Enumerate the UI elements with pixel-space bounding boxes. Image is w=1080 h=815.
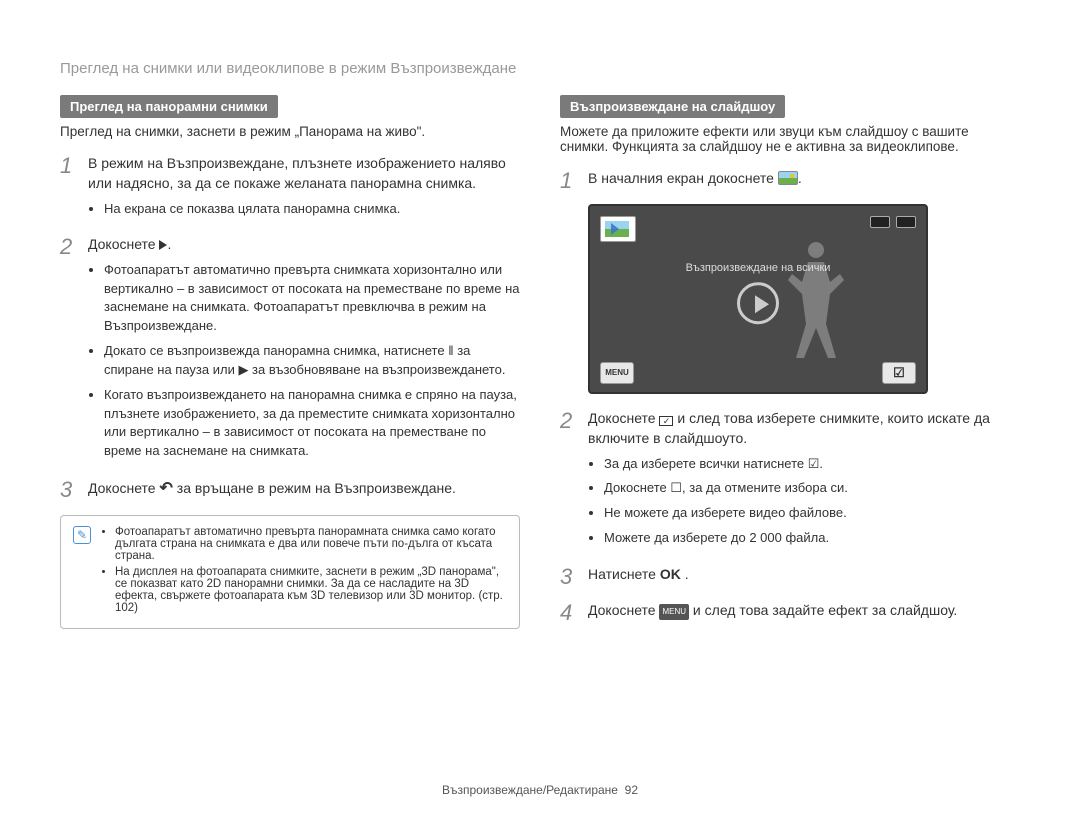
step-text-post: за връщане в режим на Възпроизвеждане.: [173, 480, 456, 496]
right-section-title: Възпроизвеждане на слайдшоу: [560, 95, 785, 118]
camera-screen: Възпроизвеждане на всички MENU ☑: [588, 204, 928, 394]
page-number: 92: [625, 783, 638, 797]
step-number: 3: [560, 564, 578, 590]
step-text-pre: В началния екран докоснете: [588, 170, 778, 186]
battery-icon: [896, 216, 916, 228]
step-body: Докоснете ↶ за връщане в режим на Възпро…: [88, 477, 520, 503]
right-column: Възпроизвеждане на слайдшоу Можете да пр…: [560, 95, 1020, 636]
note-box: ✎ Фотоапаратът автоматично превърта пано…: [60, 515, 520, 629]
manual-page: Преглед на снимки или видеоклипове в реж…: [0, 0, 1080, 656]
bullet: За да изберете всички натиснете ☑.: [604, 455, 1020, 474]
step-text-pre: Натиснете: [588, 566, 660, 582]
step-text-pre: Докоснете: [588, 410, 659, 426]
step-body: Докоснете ✓ и след това изберете снимкит…: [588, 408, 1020, 554]
step-body: В режим на Възпроизвеждане, плъзнете изо…: [88, 153, 520, 224]
right-step-3: 3 Натиснете OK .: [560, 564, 1020, 590]
step-number: 2: [60, 234, 78, 467]
screen-play-button[interactable]: [737, 282, 779, 324]
step-body: Докоснете . Фотоапаратът автоматично пре…: [88, 234, 520, 467]
note-icon: ✎: [73, 526, 91, 544]
step-text-pre: Докоснете: [88, 236, 159, 252]
left-column: Преглед на панорамни снимки Преглед на с…: [60, 95, 520, 636]
right-step-1: 1 В началния екран докоснете .: [560, 168, 1020, 194]
step-body: Натиснете OK .: [588, 564, 1020, 590]
screen-thumbnail-icon: [600, 216, 636, 242]
step-text-pre: Докоснете: [588, 602, 659, 618]
silhouette-icon: [786, 234, 846, 364]
step-number: 1: [60, 153, 78, 224]
bullet: Когато възпроизвеждането на панорамна сн…: [104, 386, 520, 461]
left-section-sub: Преглед на снимки, заснети в режим „Пано…: [60, 124, 520, 139]
step-text-post: и след това задайте ефект за слайдшоу.: [689, 602, 957, 618]
bullet: Можете да изберете до 2 000 файла.: [604, 529, 1020, 548]
footer-text: Възпроизвеждане/Редактиране: [442, 783, 618, 797]
bullet: Докато се възпроизвежда панорамна снимка…: [104, 342, 520, 380]
left-step-1: 1 В режим на Възпроизвеждане, плъзнете и…: [60, 153, 520, 224]
note-bullet: Фотоапаратът автоматично превърта панора…: [115, 526, 507, 562]
step-number: 1: [560, 168, 578, 194]
step-text-pre: Докоснете: [88, 480, 159, 496]
left-section-title: Преглед на панорамни снимки: [60, 95, 278, 118]
step-text: В режим на Възпроизвеждане, плъзнете изо…: [88, 155, 506, 191]
left-step-3: 3 Докоснете ↶ за връщане в режим на Възп…: [60, 477, 520, 503]
bullet: Не можете да изберете видео файлове.: [604, 504, 1020, 523]
step-number: 4: [560, 600, 578, 626]
bullet: Фотоапаратът автоматично превърта снимка…: [104, 261, 520, 336]
bullet: Докоснете ☐, за да отмените избора си.: [604, 479, 1020, 498]
page-footer: Възпроизвеждане/Редактиране 92: [0, 783, 1080, 797]
screen-status-icons: [870, 216, 916, 228]
step-body: В началния екран докоснете .: [588, 168, 1020, 194]
step-number: 2: [560, 408, 578, 554]
step-text-post: .: [681, 566, 689, 582]
check-icon: ✓: [659, 416, 673, 426]
ok-text: OK: [660, 566, 681, 582]
right-step-4: 4 Докоснете MENU и след това задайте ефе…: [560, 600, 1020, 626]
card-icon: [870, 216, 890, 228]
step-text-post: .: [167, 236, 171, 252]
note-bullet: На дисплея на фотоапарата снимките, засн…: [115, 566, 507, 614]
content-columns: Преглед на панорамни снимки Преглед на с…: [60, 95, 1020, 636]
left-step-2: 2 Докоснете . Фотоапаратът автоматично п…: [60, 234, 520, 467]
screen-menu-button[interactable]: MENU: [600, 362, 634, 384]
right-section-sub: Можете да приложите ефекти или звуци към…: [560, 124, 1020, 154]
menu-icon: MENU: [659, 604, 689, 620]
breadcrumb: Преглед на снимки или видеоклипове в реж…: [60, 60, 1020, 77]
step-body: Докоснете MENU и след това задайте ефект…: [588, 600, 1020, 626]
scenery-icon: [778, 171, 798, 185]
step-text-post: .: [798, 170, 802, 186]
right-step-2: 2 Докоснете ✓ и след това изберете снимк…: [560, 408, 1020, 554]
back-icon: ↶: [159, 477, 172, 500]
screen-check-button[interactable]: ☑: [882, 362, 916, 384]
bullet: На екрана се показва цялата панорамна сн…: [104, 200, 520, 219]
step-number: 3: [60, 477, 78, 503]
